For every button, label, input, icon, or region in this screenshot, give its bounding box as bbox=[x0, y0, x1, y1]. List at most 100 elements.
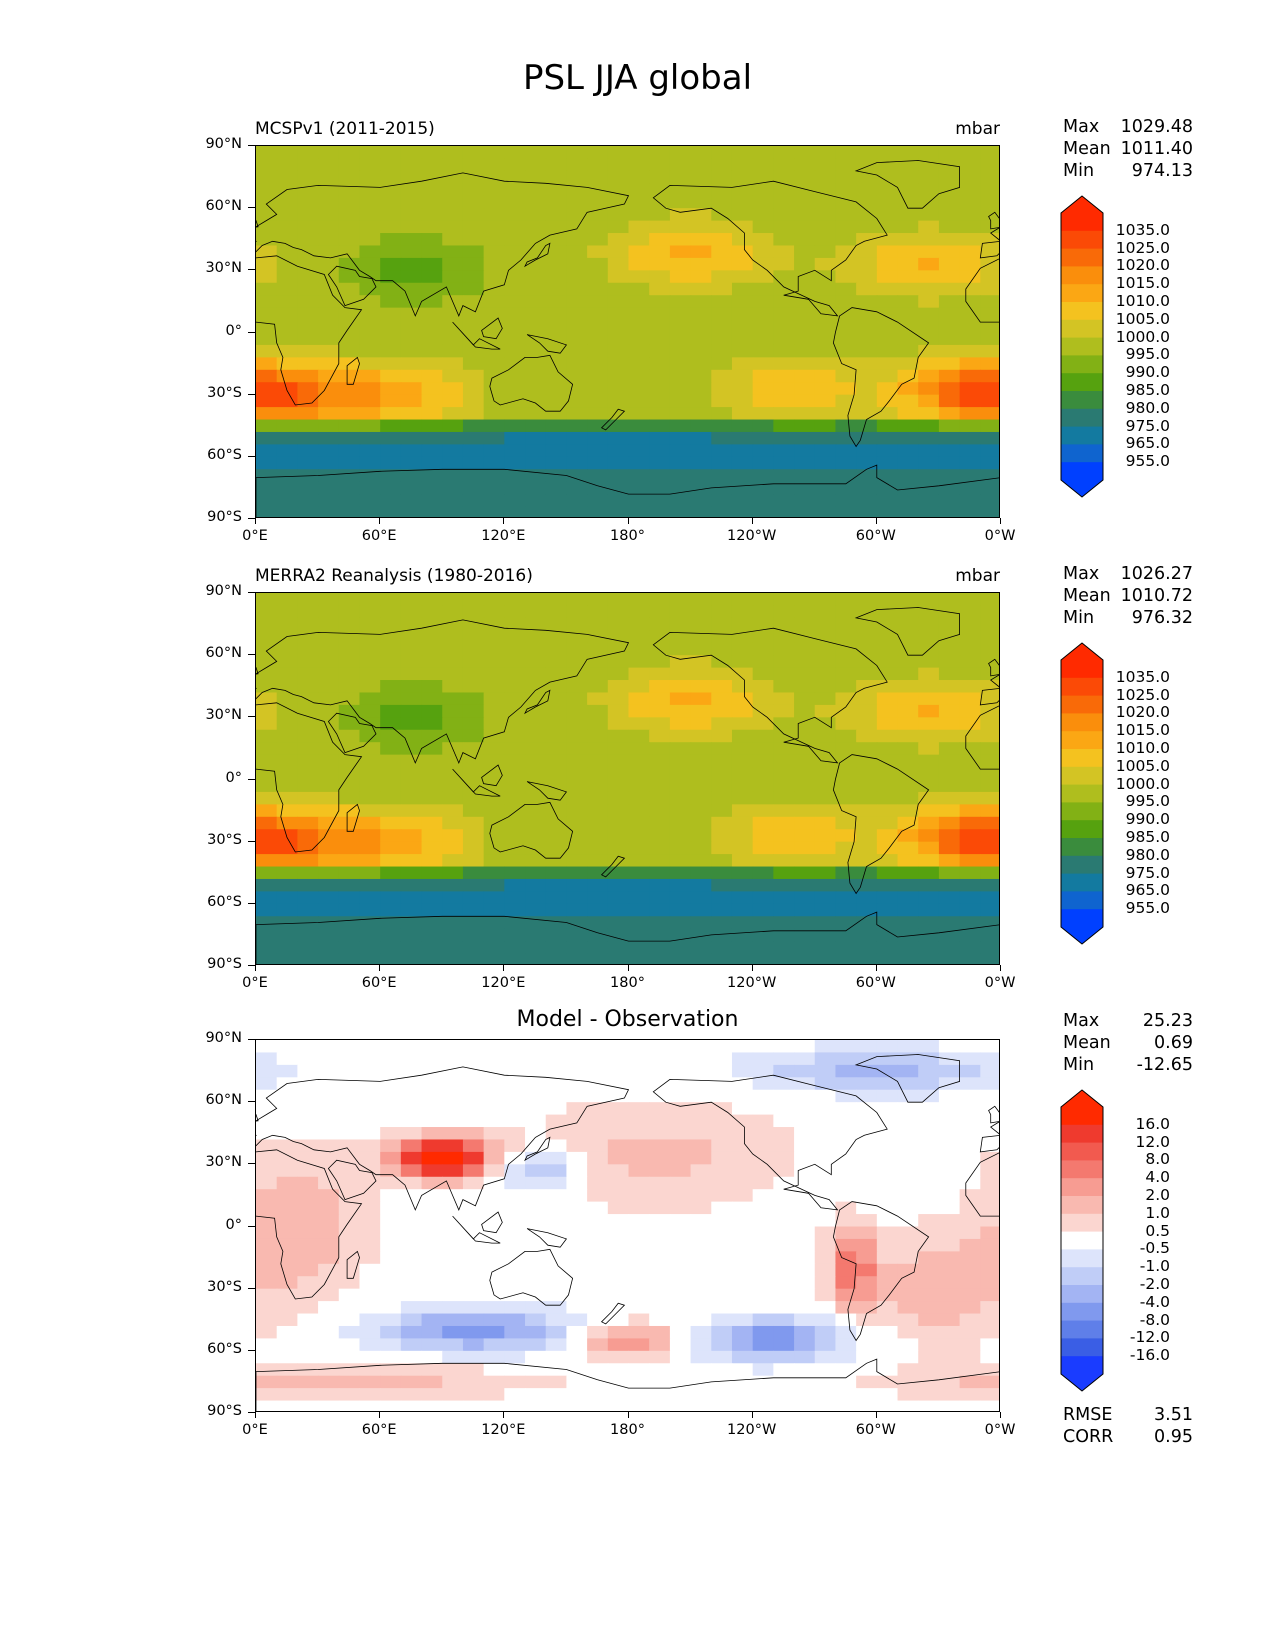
lat-tick bbox=[248, 716, 255, 718]
lat-tick bbox=[248, 1349, 255, 1351]
lon-tick-label: 60°E bbox=[361, 1422, 397, 1438]
map-svg bbox=[256, 593, 999, 964]
colorbar-segment bbox=[1061, 1267, 1103, 1286]
colorbar-segment bbox=[1061, 266, 1103, 285]
figure-title: PSL JJA global bbox=[522, 58, 753, 98]
colorbar-label: 1020.0 bbox=[1115, 703, 1170, 722]
colorbar-segment bbox=[1061, 373, 1103, 392]
colorbar-label: 975.0 bbox=[1125, 416, 1170, 435]
stat-row: Max 1026.27 bbox=[1063, 563, 1193, 585]
colorbar-label: 1035.0 bbox=[1115, 220, 1170, 239]
lat-tick-label: 60°S bbox=[207, 446, 242, 463]
colorbar-segment bbox=[1061, 873, 1103, 892]
lat-tick-label: 90°N bbox=[205, 583, 242, 599]
colorbar-segment bbox=[1061, 909, 1103, 928]
lat-tick bbox=[248, 840, 255, 842]
lon-tick bbox=[503, 1412, 505, 1418]
lon-tick-label: 120°E bbox=[481, 975, 526, 991]
map-difference bbox=[255, 1039, 1000, 1412]
coastlines bbox=[256, 160, 999, 517]
colorbar-segment bbox=[1061, 802, 1103, 821]
lat-tick-label: 60°S bbox=[207, 1340, 242, 1357]
coastlines bbox=[256, 607, 999, 964]
stat-row: Max 1029.48 bbox=[1063, 116, 1193, 138]
colorbar-svg bbox=[1060, 195, 1104, 498]
stat-value: 1010.72 bbox=[1120, 586, 1193, 606]
colorbar-segment bbox=[1061, 248, 1103, 267]
colorbar-segment bbox=[1061, 838, 1103, 857]
stat-row: Max 25.23 bbox=[1063, 1010, 1193, 1032]
colorbar-segment bbox=[1061, 749, 1103, 768]
colorbar-label: 1010.0 bbox=[1115, 739, 1170, 757]
stat-row: Mean 1011.40 bbox=[1063, 138, 1193, 160]
colorbar-segment bbox=[1061, 677, 1103, 697]
lat-tick-label: 30°S bbox=[207, 1278, 242, 1295]
stat-label: Mean bbox=[1063, 586, 1111, 606]
lon-tick bbox=[751, 965, 753, 971]
lat-tick-label: 60°N bbox=[205, 1092, 242, 1109]
colorbar-label: 1010.0 bbox=[1115, 292, 1170, 310]
lat-tick-label: 60°N bbox=[205, 645, 242, 662]
lon-tick-label: 0°W bbox=[984, 528, 1016, 544]
rmse-corr-box: RMSE 3.51 CORR 0.95 bbox=[1063, 1404, 1193, 1448]
colorbar-outline bbox=[1060, 1089, 1104, 1392]
colorbar-label: 985.0 bbox=[1125, 381, 1170, 399]
lon-tick-label: 60°E bbox=[361, 975, 397, 991]
lon-tick bbox=[627, 518, 629, 524]
colorbar-segment bbox=[1061, 1338, 1103, 1357]
colorbar-segment bbox=[1061, 1142, 1103, 1161]
lon-tick bbox=[751, 518, 753, 524]
lon-tick-label: 180° bbox=[610, 1422, 645, 1438]
lat-tick bbox=[248, 902, 255, 904]
lat-tick-label: 30°N bbox=[205, 260, 242, 277]
colorbar-segment bbox=[1061, 462, 1103, 481]
colorbar-segment bbox=[1061, 713, 1103, 732]
colorbar-label: 990.0 bbox=[1125, 810, 1170, 829]
colorbar-segment bbox=[1061, 695, 1103, 714]
lat-tick-label: 60°S bbox=[207, 893, 242, 910]
stat-value: 0.95 bbox=[1154, 1427, 1193, 1447]
colorbar-outline bbox=[1060, 642, 1104, 945]
colorbar-svg bbox=[1060, 1089, 1104, 1392]
lat-tick bbox=[248, 654, 255, 656]
lon-tick-label: 60°W bbox=[855, 1422, 896, 1438]
lon-tick-label: 60°W bbox=[855, 975, 896, 991]
colorbar-label: 1025.0 bbox=[1115, 238, 1170, 257]
colorbar-segment bbox=[1061, 1249, 1103, 1268]
lon-tick bbox=[627, 1412, 629, 1418]
lon-tick bbox=[875, 1412, 877, 1418]
colorbar-label: 1015.0 bbox=[1115, 721, 1170, 740]
stat-label: Min bbox=[1063, 161, 1095, 181]
stat-value: 0.69 bbox=[1154, 1033, 1193, 1053]
lon-tick-label: 180° bbox=[610, 528, 645, 544]
colorbar-segment bbox=[1061, 1107, 1103, 1126]
stat-label: Max bbox=[1063, 117, 1100, 137]
colorbar-label: 990.0 bbox=[1125, 363, 1170, 382]
lat-tick-label: 90°N bbox=[205, 136, 242, 152]
stat-label: Mean bbox=[1063, 1033, 1111, 1053]
map-test bbox=[255, 145, 1000, 518]
stat-row: Mean 0.69 bbox=[1063, 1032, 1193, 1054]
colorbar-segment bbox=[1061, 1285, 1103, 1304]
lon-tick-label: 0°E bbox=[242, 528, 268, 544]
lat-tick bbox=[248, 145, 255, 146]
map-svg bbox=[256, 146, 999, 517]
colorbar-label: 980.0 bbox=[1125, 845, 1170, 864]
colorbar-segment bbox=[1061, 444, 1103, 463]
colorbar-label: 16.0 bbox=[1135, 1114, 1170, 1133]
stat-row: Min 974.13 bbox=[1063, 160, 1193, 182]
stat-value: 974.13 bbox=[1131, 161, 1193, 181]
stat-label: CORR bbox=[1063, 1427, 1114, 1447]
colorbar-label: 965.0 bbox=[1125, 881, 1170, 900]
stat-value: 1011.40 bbox=[1120, 139, 1193, 159]
lon-tick bbox=[1000, 1412, 1001, 1418]
lon-tick-label: 180° bbox=[610, 975, 645, 991]
colorbar-segment bbox=[1061, 1124, 1103, 1144]
lat-tick-label: 0° bbox=[225, 769, 242, 786]
colorbar-extend-over bbox=[1061, 1090, 1103, 1107]
colorbar-segment bbox=[1061, 1302, 1103, 1322]
colorbar-label: 955.0 bbox=[1125, 452, 1170, 471]
stat-label: Max bbox=[1063, 1011, 1100, 1031]
lat-tick-label: 60°N bbox=[205, 198, 242, 215]
lon-tick-label: 0°W bbox=[984, 1422, 1016, 1438]
